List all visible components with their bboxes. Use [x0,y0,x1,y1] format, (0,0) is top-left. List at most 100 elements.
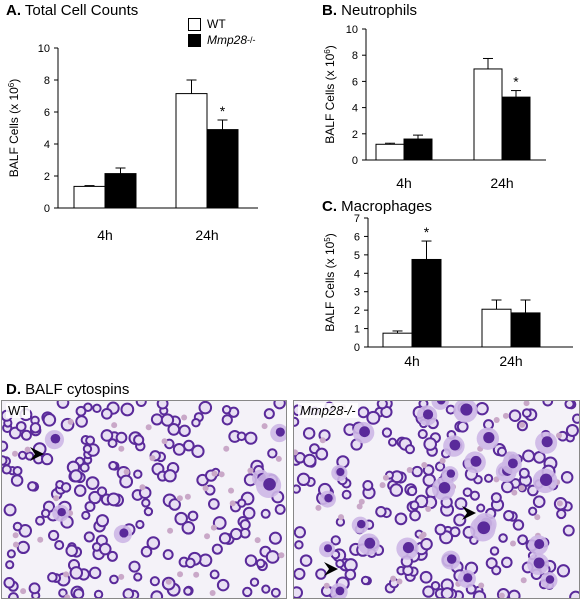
neutrophil-cell [335,558,345,569]
neutrophil-cell [42,413,57,427]
red-blood-cell [338,514,345,521]
neutrophil-cell [434,523,447,536]
red-blood-cell [294,449,299,456]
panel-c-letter: C. [322,198,337,215]
neutrophil-cell [211,543,223,555]
neutrophil-cell [85,435,96,446]
red-blood-cell [493,416,500,423]
neutrophil-cell [133,434,145,446]
chart-c-ytick-label: 3 [354,287,360,299]
neutrophil-cell [5,560,15,570]
chart-b-significance-mark: * [513,74,519,90]
red-blood-cell [209,589,216,596]
macrophage-nucleus [534,539,545,550]
chart-b-bar-wt-24h [473,68,503,161]
neutrophil-cell [517,534,529,546]
macrophage-nucleus [119,528,129,538]
neutrophil-cell [299,554,313,567]
neutrophil-cell [109,574,119,585]
neutrophil-cell [260,508,271,519]
neutrophil-cell [420,537,433,551]
neutrophil-cell [344,568,357,581]
neutrophil-cell [98,542,112,556]
chart-a-bar-ko-24h [206,129,239,209]
neutrophil-cell [476,503,486,513]
neutrophil-cell [469,490,480,501]
neutrophil-cell [265,550,280,564]
neutrophil-cell [273,401,286,410]
legend-label-wt: WT [207,17,226,31]
red-blood-cell [425,506,432,513]
neutrophil-cell [267,448,278,459]
macrophage-nucleus [533,557,545,569]
neutrophil-cell [47,572,58,583]
neutrophil-cell [73,484,87,497]
chart-a-ytick-label: 2 [44,171,50,183]
neutrophil-cell [218,532,232,545]
neutrophil-cell [565,423,579,438]
chart-a-bar-wt-24h [175,93,208,209]
red-blood-cell [53,495,60,502]
red-blood-cell [254,537,261,544]
neutrophil-cell [8,592,19,598]
legend-item-wt: WT [188,16,256,32]
panel-a-letter: A. [6,2,21,19]
neutrophil-cell [56,401,70,409]
red-blood-cell [228,487,235,494]
red-blood-cell [210,524,217,531]
red-blood-cell [247,467,254,474]
neutrophil-cell [122,588,135,598]
neutrophil-cell [2,464,12,475]
neutrophil-cell [54,540,65,551]
neutrophil-cell [221,414,233,426]
neutrophil-cell [294,416,300,427]
neutrophil-cell [456,420,469,433]
neutrophil-cell [141,498,151,508]
neutrophil-cell [315,447,329,461]
neutrophil-cell [106,492,121,507]
red-blood-cell [167,527,174,534]
macrophage-nucleus [50,433,61,444]
neutrophil-cell [107,438,118,449]
neutrophil-cell [475,401,489,416]
red-blood-cell [184,493,191,500]
neutrophil-cell [430,581,441,591]
legend-item-ko: Mmp28 -/- [188,32,256,48]
neutrophil-cell [255,558,266,569]
neutrophil-cell [88,490,102,505]
chart-b: 0 2 4 6 8 10 BALF Cells (x 106) 4h * 24h [323,24,546,191]
red-blood-cell [67,418,74,425]
chart-c-ytick-label: 6 [354,231,360,243]
neutrophil-cell [69,469,83,483]
red-blood-cell [319,437,326,444]
neutrophil-cell [216,578,230,592]
red-blood-cell [12,450,19,457]
red-blood-cell [511,489,518,496]
chart-c-significance-mark: * [424,224,430,240]
red-blood-cell [12,532,19,539]
red-blood-cell [358,498,365,505]
chart-b-bar-ko-24h [501,96,531,161]
neutrophil-cell [434,461,446,472]
neutrophil-cell [394,512,408,526]
neutrophil-cell [128,560,141,573]
neutrophil-cell [507,589,521,598]
red-blood-cell [261,423,268,430]
neutrophil-cell [119,474,134,489]
macrophage-nucleus [57,507,66,517]
neutrophil-cell [2,440,9,452]
chart-b-ytick-label: 6 [352,76,358,88]
chart-c-bar-ko-4h [411,258,442,348]
neutrophil-cell [6,549,16,559]
neutrophil-cell [40,453,54,466]
neutrophil-cell [341,489,352,500]
neutrophil-cell [29,422,42,434]
red-blood-cell [510,540,517,547]
neutrophil-cell [498,533,508,543]
red-blood-cell [64,594,71,598]
neutrophil-cell [381,427,393,438]
neutrophil-cell [404,444,416,455]
red-blood-cell [149,455,156,462]
neutrophil-cell [489,546,500,556]
macrophage-nucleus [364,537,376,549]
